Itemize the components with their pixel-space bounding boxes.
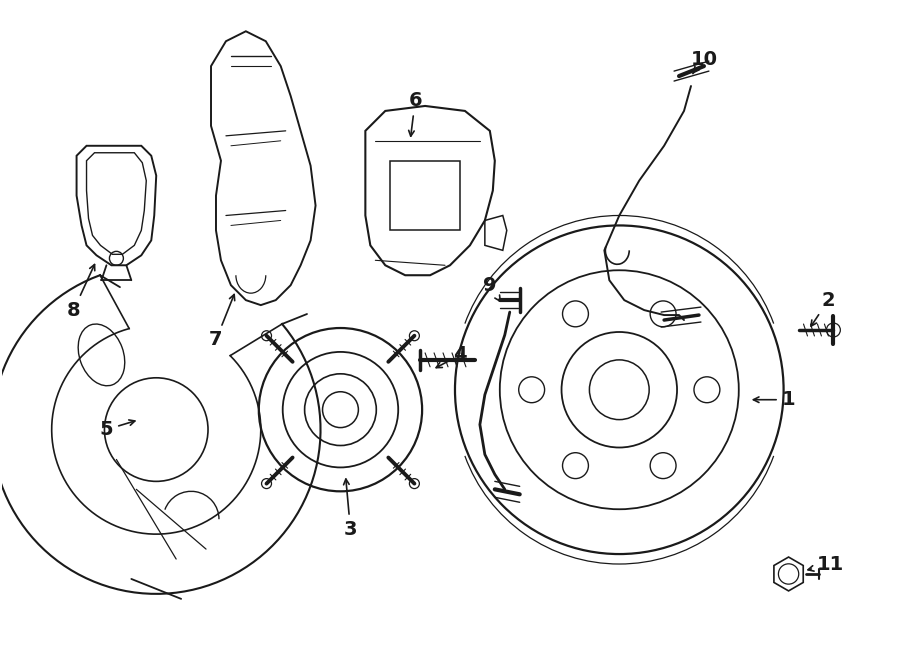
Text: 6: 6 bbox=[409, 91, 422, 136]
Text: 10: 10 bbox=[690, 50, 717, 73]
Text: 5: 5 bbox=[100, 420, 135, 439]
Text: 8: 8 bbox=[67, 265, 94, 320]
Text: 9: 9 bbox=[483, 275, 500, 301]
Text: 1: 1 bbox=[753, 390, 796, 409]
Text: 7: 7 bbox=[209, 295, 235, 350]
Text: 4: 4 bbox=[436, 346, 467, 367]
Text: 11: 11 bbox=[808, 555, 844, 573]
Text: 3: 3 bbox=[344, 479, 357, 539]
Text: 2: 2 bbox=[811, 291, 835, 326]
